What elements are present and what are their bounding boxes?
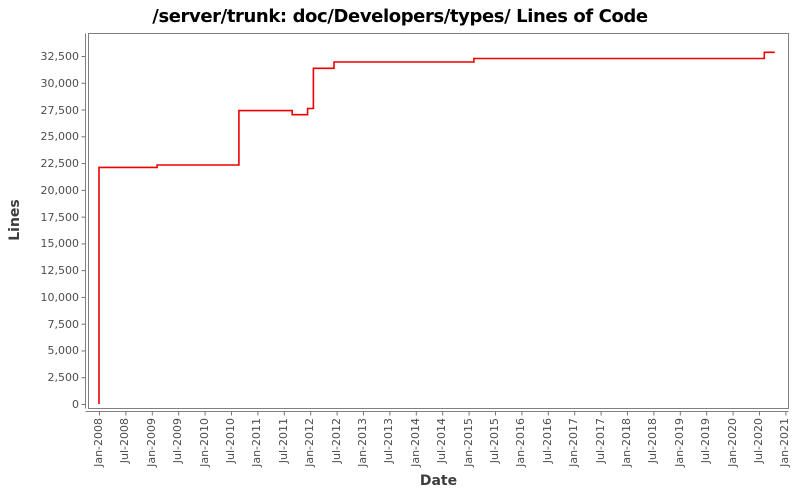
y-tick-label: 12,500 [40,264,80,278]
x-axis-title: Date [419,473,458,489]
x-tick-label: Jul-2009 [171,418,185,464]
x-tick-label: Jul-2018 [646,418,660,464]
x-tick-label: Jan-2014 [408,418,422,467]
x-tick-label: Jan-2013 [356,418,369,467]
x-tick-label: Jul-2020 [752,418,765,464]
y-tick-label: 30,000 [40,76,80,90]
x-tick-label: Jan-2011 [250,418,264,467]
x-tick-label: Jan-2021 [778,418,792,467]
x-tick-label: Jan-2015 [461,418,475,467]
y-tick-label: 0 [72,398,79,411]
x-tick-label: Jul-2019 [699,418,713,464]
x-tick-label: Jul-2010 [224,418,237,464]
y-tick-label: 20,000 [40,183,80,197]
y-tick-label: 25,000 [40,130,80,144]
y-tick-label: 5,000 [47,344,80,358]
x-tick-label: Jan-2017 [567,418,581,467]
y-tick-label: 17,500 [40,210,80,224]
y-tick-label: 22,500 [40,157,80,171]
x-tick-label: Jan-2016 [514,418,528,467]
x-tick-label: Jan-2010 [197,418,211,467]
x-tick-label: Jan-2019 [672,418,686,467]
x-tick-label: Jul-2014 [435,418,449,464]
y-tick-label: 2,500 [47,371,80,385]
x-tick-label: Jan-2012 [303,418,317,467]
plot-frame [88,33,789,409]
y-tick-label: 27,500 [40,103,80,117]
x-tick-label: Jul-2015 [488,418,501,464]
x-tick-label: Jul-2012 [329,418,343,464]
x-tick-label: Jul-2008 [118,418,132,464]
y-tick-label: 15,000 [40,237,80,251]
x-tick-label: Jan-2020 [725,418,739,467]
y-tick-label: 10,000 [40,290,80,304]
x-tick-label: Jul-2013 [382,418,396,464]
x-tick-label: Jan-2008 [92,418,105,467]
chart-title: /server/trunk: doc/Developers/types/ Lin… [152,6,648,27]
x-tick-label: Jan-2009 [144,418,158,467]
y-tick-label: 7,500 [47,317,80,331]
x-tick-label: Jul-2011 [276,418,290,464]
series-line [98,51,775,404]
x-tick-label: Jul-2017 [593,418,607,464]
y-tick-label: 32,500 [40,50,80,63]
x-tick-label: Jan-2018 [620,418,633,467]
x-tick-label: Jul-2016 [540,418,554,464]
